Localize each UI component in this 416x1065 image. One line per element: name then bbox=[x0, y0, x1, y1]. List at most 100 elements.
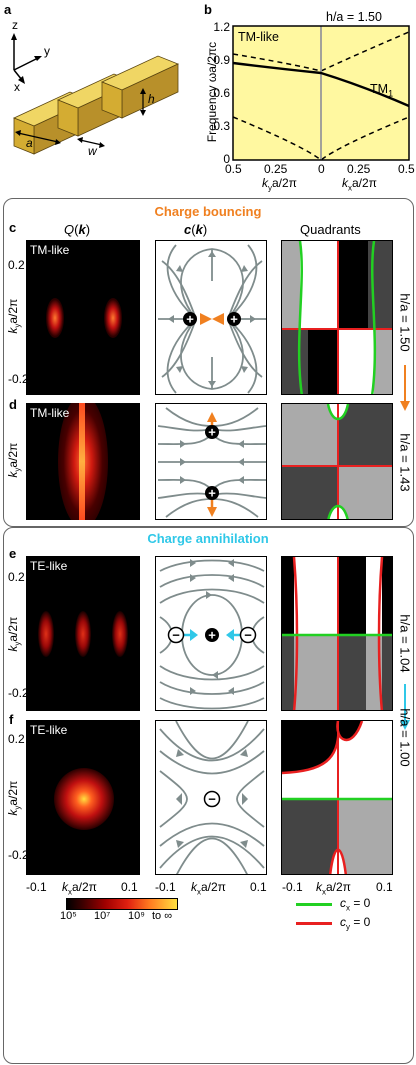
legend-cy-swatch bbox=[296, 922, 332, 925]
streamlines-f: − bbox=[155, 720, 267, 875]
ky-label-f: kya/2π bbox=[5, 780, 23, 816]
ytick-4: 1.2 bbox=[213, 20, 230, 34]
streamlines-e: − + − bbox=[155, 556, 267, 711]
mode-tag-c: TM-like bbox=[30, 243, 70, 257]
charge-c2: + bbox=[230, 312, 238, 327]
bar-3 bbox=[100, 55, 180, 119]
colorbar-tick-2: 10⁹ bbox=[128, 910, 145, 922]
quadrants-c bbox=[281, 240, 393, 395]
xtick-f3-right: 0.1 bbox=[376, 880, 393, 894]
mode-tag-f: TE-like bbox=[30, 723, 68, 737]
xtick-f1-left: -0.1 bbox=[26, 880, 47, 894]
ytick-f-bottom: -0.2 bbox=[8, 848, 29, 862]
ratio-e: h/a = 1.04 bbox=[397, 614, 413, 673]
legend-cx-swatch bbox=[296, 903, 332, 906]
ytick-e-bottom: -0.2 bbox=[8, 686, 29, 700]
tm1-text: TM bbox=[370, 82, 389, 96]
tm1-sub: 1 bbox=[388, 88, 394, 99]
panel-label-a: a bbox=[4, 2, 12, 17]
xtick-f2-left: -0.1 bbox=[155, 880, 176, 894]
header-q: Q(k) bbox=[64, 222, 91, 237]
ratio-d: h/a = 1.43 bbox=[397, 433, 413, 492]
ytick-f-top: 0.2 bbox=[8, 732, 25, 746]
q-map-d: TM-like bbox=[26, 403, 140, 520]
dim-w-label: w bbox=[88, 144, 97, 158]
panel-label-c: c bbox=[9, 220, 17, 235]
panel-label-e: e bbox=[9, 546, 17, 561]
ytick-2: 0.6 bbox=[213, 86, 230, 100]
xtick-0: 0.5 bbox=[225, 162, 242, 176]
xtick-f1-right: 0.1 bbox=[121, 880, 138, 894]
quadrants-f bbox=[281, 720, 393, 875]
ytick-c-bottom: -0.2 bbox=[8, 372, 29, 386]
charge-f1: − bbox=[208, 792, 216, 807]
xtick-f2-right: 0.1 bbox=[250, 880, 267, 894]
ky-label-d: kya/2π bbox=[5, 442, 23, 478]
band-xlabel-right: kxa/2π bbox=[342, 176, 377, 193]
colorbar-tick-0: 10⁵ bbox=[60, 910, 77, 922]
ratio-c: h/a = 1.50 bbox=[397, 293, 413, 352]
axis-z-label: z bbox=[12, 18, 18, 32]
charge-e3: − bbox=[244, 628, 252, 643]
charge-bouncing-frame bbox=[3, 198, 414, 527]
quadrants-d bbox=[281, 403, 393, 520]
charge-annihilation-frame bbox=[3, 527, 414, 1064]
ytick-e-top: 0.2 bbox=[8, 570, 25, 584]
ratio-f: h/a = 1.00 bbox=[397, 708, 413, 767]
mode-tag-d: TM-like bbox=[30, 406, 70, 420]
panel-label-d: d bbox=[9, 397, 17, 412]
ytick-c-top: 0.2 bbox=[8, 258, 25, 272]
streamlines-d: + + bbox=[155, 403, 267, 520]
xtick-1: 0.25 bbox=[264, 162, 288, 176]
tm1-band bbox=[232, 61, 410, 108]
band-ylabel: Frequency ωa/2πc bbox=[205, 41, 219, 143]
quadrants-e bbox=[281, 556, 393, 711]
colorbar bbox=[66, 898, 178, 910]
ky-label-c: kya/2π bbox=[5, 298, 23, 334]
ratio-b: h/a = 1.50 bbox=[326, 10, 382, 24]
q-map-f: TE-like bbox=[26, 720, 140, 875]
legend-cy: cy = 0 bbox=[340, 915, 371, 932]
charge-bouncing-title: Charge bouncing bbox=[154, 204, 262, 219]
band-diagram bbox=[232, 25, 410, 161]
dim-h-label: h bbox=[148, 92, 155, 106]
header-quadrants: Quadrants bbox=[300, 222, 361, 237]
kx-label-f2: kxa/2π bbox=[191, 880, 226, 897]
band-xlabel-left: kya/2π bbox=[262, 176, 297, 193]
xtick-4: 0.5 bbox=[398, 162, 415, 176]
arrow-e-to-f bbox=[400, 684, 410, 730]
charge-d1: + bbox=[208, 425, 216, 440]
charge-c1: + bbox=[186, 312, 194, 327]
kx-label-f3: kxa/2π bbox=[316, 880, 351, 897]
charge-annihilation-title: Charge annihilation bbox=[147, 531, 269, 546]
panel-label-f: f bbox=[9, 712, 14, 727]
region-label: TM-like bbox=[238, 30, 279, 44]
ky-label-e: kya/2π bbox=[5, 616, 23, 652]
streamlines-c: + + bbox=[155, 240, 267, 395]
arrow-c-to-d bbox=[400, 365, 410, 411]
xtick-3: 0.25 bbox=[347, 162, 371, 176]
dim-a-label: a bbox=[26, 136, 33, 150]
kx-label-f1: kxa/2π bbox=[62, 880, 97, 897]
charge-d2: + bbox=[208, 486, 216, 501]
tm1-label: TM1 bbox=[370, 82, 393, 99]
ytick-0: 0 bbox=[223, 152, 230, 166]
legend-cx: cx = 0 bbox=[340, 896, 371, 913]
ytick-3: 0.9 bbox=[213, 53, 230, 67]
axis-x-label: x bbox=[14, 80, 20, 94]
mode-tag-e: TE-like bbox=[30, 559, 68, 573]
q-map-c: TM-like bbox=[26, 240, 140, 395]
colorbar-tick-3: to ∞ bbox=[152, 910, 173, 922]
q-map-e: TE-like bbox=[26, 556, 140, 711]
xtick-f3-left: -0.1 bbox=[282, 880, 303, 894]
ytick-1: 0.3 bbox=[213, 119, 230, 133]
xtick-2: 0 bbox=[318, 162, 325, 176]
colorbar-tick-1: 10⁷ bbox=[94, 910, 111, 922]
panel-label-b: b bbox=[204, 2, 212, 17]
axis-y-label: y bbox=[44, 44, 50, 58]
light-cone-lower bbox=[232, 116, 410, 161]
charge-e2: + bbox=[208, 628, 216, 643]
charge-e1: − bbox=[172, 628, 180, 643]
waveguide-array-illustration bbox=[11, 33, 180, 155]
header-c: c(k) bbox=[184, 222, 208, 237]
